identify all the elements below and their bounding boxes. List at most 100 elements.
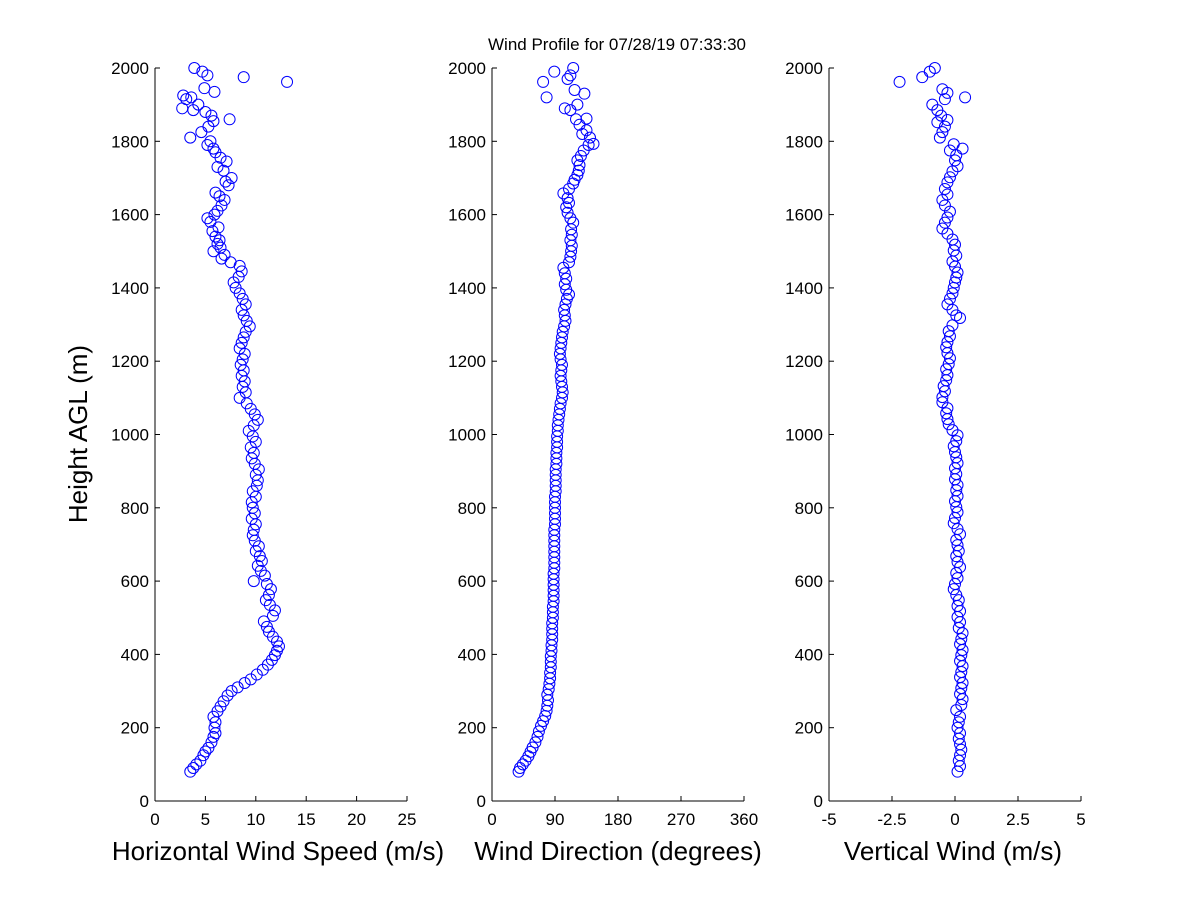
data-point	[954, 654, 967, 667]
data-point	[235, 336, 248, 349]
data-point	[950, 149, 963, 162]
data-point	[936, 222, 949, 235]
data-point	[574, 149, 587, 162]
data-point	[955, 743, 968, 756]
data-point	[206, 225, 219, 238]
data-point	[220, 155, 233, 168]
data-point	[556, 325, 569, 338]
data-point	[938, 120, 951, 133]
data-point	[561, 192, 574, 205]
data-point	[540, 91, 553, 104]
y-tick-label: 200	[795, 719, 823, 738]
y-tick-label: 1400	[111, 279, 149, 298]
y-tick-label: 1800	[111, 132, 149, 151]
data-point	[951, 506, 964, 519]
data-point	[565, 228, 578, 241]
data-point	[199, 745, 212, 758]
data-point	[196, 65, 209, 78]
data-point	[952, 754, 965, 767]
data-point	[251, 559, 264, 572]
data-point	[233, 342, 246, 355]
data-point	[571, 169, 584, 182]
data-point	[190, 758, 203, 771]
data-point	[941, 188, 954, 201]
data-point	[213, 190, 226, 203]
y-tick-label: 800	[458, 499, 486, 518]
horizontal-wind-speed-panel: 0 200 400 600 800 1000 1200 1400 1600 1800 2000 0 5 1…	[111, 59, 444, 866]
data-point	[243, 320, 256, 333]
x-tick-label: 20	[347, 810, 366, 829]
x-tick-label: 360	[730, 810, 758, 829]
data-point	[560, 272, 573, 285]
data-point	[207, 142, 220, 155]
data-point	[211, 160, 224, 173]
data-point	[564, 212, 577, 225]
data-point	[177, 89, 190, 102]
data-point	[209, 230, 222, 243]
data-point	[950, 435, 963, 448]
data-point	[938, 199, 951, 212]
data-point	[209, 186, 222, 199]
data-point	[204, 215, 217, 228]
data-point	[205, 109, 218, 122]
y-tick-label: 1600	[785, 206, 823, 225]
data-point	[237, 71, 250, 84]
data-point	[281, 75, 294, 88]
data-point	[225, 685, 238, 698]
data-point	[943, 330, 956, 343]
data-point	[954, 638, 967, 651]
x-axis-label: Horizontal Wind Speed (m/s)	[112, 836, 444, 866]
data-point	[229, 281, 242, 294]
data-point	[207, 245, 220, 258]
data-point	[246, 529, 259, 542]
y-tick-label: 400	[795, 645, 823, 664]
data-point	[516, 758, 529, 771]
data-point	[946, 424, 959, 437]
y-axis-label: Height AGL (m)	[63, 345, 93, 523]
data-point	[937, 380, 950, 393]
data-point	[936, 396, 949, 409]
data-point	[946, 287, 959, 300]
x-tick-label: -5	[821, 810, 836, 829]
x-tick-label: 270	[667, 810, 695, 829]
data-point	[893, 75, 906, 88]
y-tick-label: 1600	[448, 206, 486, 225]
data-point	[260, 578, 273, 591]
data-point	[246, 501, 259, 514]
data-point	[217, 164, 230, 177]
y-tick-label: 1400	[785, 279, 823, 298]
x-tick-label: 90	[546, 810, 565, 829]
data-point	[532, 725, 545, 738]
y-tick-label: 1800	[448, 132, 486, 151]
data-point	[249, 435, 262, 448]
data-point	[199, 105, 212, 118]
data-point	[571, 154, 584, 167]
x-tick-label: 180	[604, 810, 632, 829]
data-point	[236, 292, 249, 305]
data-point	[936, 126, 949, 139]
data-point	[951, 457, 964, 470]
y-tick-label: 1200	[111, 352, 149, 371]
data-point	[237, 331, 250, 344]
data-point	[567, 62, 580, 74]
wind-direction-panel: 0 200 400 600 800 1000 1200 1400 1600 1800 2000 0 90…	[448, 59, 762, 866]
data-point	[217, 695, 230, 708]
y-tick-label: 1000	[111, 426, 149, 445]
data-point	[260, 620, 273, 633]
data-point	[194, 754, 207, 767]
data-point	[188, 62, 201, 74]
data-point	[954, 710, 967, 723]
data-point	[214, 241, 227, 254]
data-point	[580, 112, 593, 125]
data-point	[208, 208, 221, 221]
data-point	[954, 311, 967, 324]
data-point	[236, 353, 249, 366]
y-tick-label: 200	[121, 719, 149, 738]
y-tick-label: 1800	[785, 132, 823, 151]
data-point	[558, 267, 571, 280]
y-tick-label: 200	[458, 719, 486, 738]
data-point	[941, 114, 954, 127]
data-point	[257, 615, 270, 628]
